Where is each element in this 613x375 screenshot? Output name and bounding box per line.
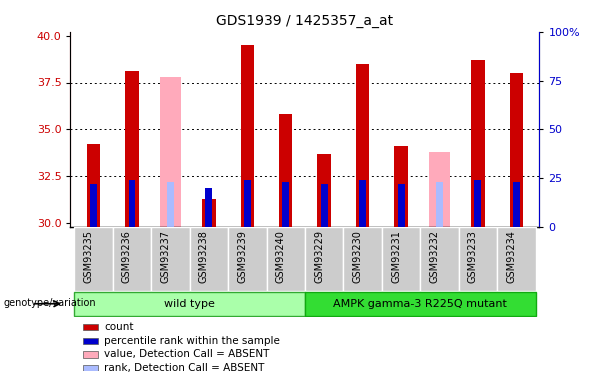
Bar xyxy=(244,180,251,227)
Bar xyxy=(74,292,305,316)
Bar xyxy=(283,182,289,227)
Text: GSM93232: GSM93232 xyxy=(430,230,440,283)
Bar xyxy=(421,227,459,291)
Text: count: count xyxy=(104,322,134,332)
Bar xyxy=(151,227,189,291)
Text: GSM93230: GSM93230 xyxy=(352,230,363,283)
Text: GSM93238: GSM93238 xyxy=(199,230,209,283)
Bar xyxy=(125,71,139,227)
Text: GSM93237: GSM93237 xyxy=(161,230,170,283)
Bar xyxy=(394,146,408,227)
Bar xyxy=(513,182,520,227)
Bar xyxy=(497,227,536,291)
Bar xyxy=(202,199,216,227)
Text: percentile rank within the sample: percentile rank within the sample xyxy=(104,336,280,346)
Bar xyxy=(356,64,370,227)
Bar xyxy=(382,227,421,291)
Text: GSM93229: GSM93229 xyxy=(314,230,324,283)
Bar xyxy=(240,45,254,227)
Bar xyxy=(436,182,443,227)
Text: value, Detection Call = ABSENT: value, Detection Call = ABSENT xyxy=(104,350,270,360)
Text: GSM93240: GSM93240 xyxy=(276,230,286,283)
Bar xyxy=(83,338,98,344)
Bar xyxy=(474,180,481,227)
Bar xyxy=(87,144,101,227)
Bar xyxy=(189,227,228,291)
Bar xyxy=(160,77,181,227)
Bar xyxy=(429,152,450,227)
Text: GSM93235: GSM93235 xyxy=(83,230,94,283)
Bar xyxy=(279,114,292,227)
Text: GSM93234: GSM93234 xyxy=(506,230,516,283)
Bar xyxy=(321,184,327,227)
Bar xyxy=(509,73,523,227)
Text: GSM93231: GSM93231 xyxy=(391,230,401,283)
Text: wild type: wild type xyxy=(164,299,215,309)
Bar xyxy=(471,60,485,227)
Bar xyxy=(305,292,536,316)
Bar xyxy=(74,227,113,291)
Bar xyxy=(343,227,382,291)
Text: GSM93233: GSM93233 xyxy=(468,230,478,283)
Text: AMPK gamma-3 R225Q mutant: AMPK gamma-3 R225Q mutant xyxy=(333,299,507,309)
Bar xyxy=(359,180,366,227)
Bar xyxy=(205,188,212,227)
Bar xyxy=(90,184,97,227)
Bar xyxy=(83,365,98,371)
Bar xyxy=(267,227,305,291)
Bar xyxy=(83,324,98,330)
Title: GDS1939 / 1425357_a_at: GDS1939 / 1425357_a_at xyxy=(216,14,394,28)
Bar xyxy=(318,154,331,227)
Text: GSM93239: GSM93239 xyxy=(237,230,247,283)
Bar xyxy=(167,182,174,227)
Text: genotype/variation: genotype/variation xyxy=(3,298,96,309)
Bar xyxy=(129,180,135,227)
Text: rank, Detection Call = ABSENT: rank, Detection Call = ABSENT xyxy=(104,363,265,373)
Bar xyxy=(398,184,405,227)
Bar xyxy=(459,227,497,291)
Bar xyxy=(83,351,98,358)
Bar xyxy=(305,227,343,291)
Bar xyxy=(228,227,267,291)
Bar xyxy=(113,227,151,291)
Text: GSM93236: GSM93236 xyxy=(122,230,132,283)
